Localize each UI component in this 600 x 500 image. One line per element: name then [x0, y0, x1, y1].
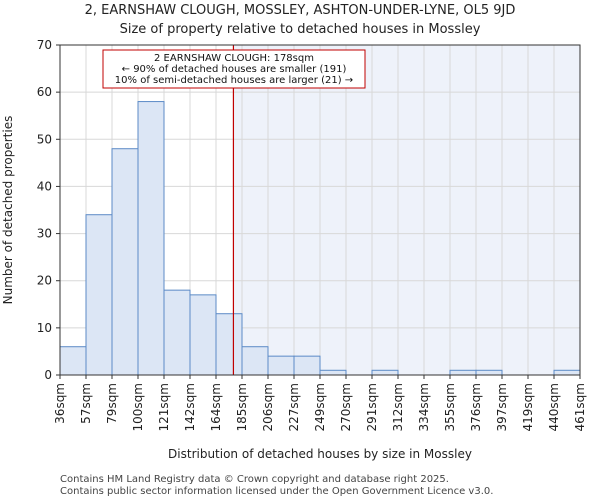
x-tick-label: 440sqm: [547, 383, 561, 431]
x-tick-label: 57sqm: [79, 383, 93, 424]
bar-6: [215, 313, 243, 376]
x-tick-label: 142sqm: [183, 383, 197, 431]
chart-title: 2, EARNSHAW CLOUGH, MOSSLEY, ASHTON-UNDE…: [85, 3, 516, 18]
bar-5: [189, 294, 217, 376]
bar-3: [137, 101, 165, 376]
y-tick-label: 0: [44, 368, 52, 382]
x-tick-label: 100sqm: [131, 383, 145, 431]
annotation-frame: [102, 49, 366, 89]
x-tick-label: 419sqm: [521, 383, 535, 431]
footer-line-1: Contains HM Land Registry data © Crown c…: [60, 474, 449, 485]
bars: [59, 101, 581, 376]
y-tick-label: 50: [37, 132, 52, 146]
y-axis-label: Number of detached properties: [1, 116, 15, 305]
x-tick-label: 227sqm: [287, 383, 301, 431]
y-tick-labels: 0 10 20 30 40 50 60 70: [37, 38, 52, 382]
annotation-box: 2 EARNSHAW CLOUGH: 178sqm ← 90% of detac…: [102, 49, 366, 89]
x-tick-label: 36sqm: [53, 383, 67, 424]
bar-15: [449, 369, 477, 376]
x-tick-label: 355sqm: [443, 383, 457, 431]
x-axis-label: Distribution of detached houses by size …: [168, 447, 472, 461]
bar-8: [267, 355, 295, 376]
bar-16: [475, 369, 503, 376]
y-tick-label: 60: [37, 85, 52, 99]
bar-1: [85, 214, 113, 376]
bar-7: [241, 346, 269, 376]
bar-4: [163, 289, 191, 376]
x-tick-labels: 36sqm 57sqm 79sqm 100sqm 121sqm 142sqm 164sqm 1…: [53, 383, 587, 431]
annotation-line-2: ← 90% of detached houses are smaller (19…: [122, 64, 347, 75]
x-tick-label: 79sqm: [105, 383, 119, 424]
plot-background: [233, 45, 581, 375]
x-tick-label: 312sqm: [391, 383, 405, 431]
x-tick-label: 185sqm: [235, 383, 249, 431]
y-tick-label: 30: [37, 227, 52, 241]
x-tick-label: 376sqm: [469, 383, 483, 431]
x-tick-label: 164sqm: [209, 383, 223, 431]
x-tick-label: 206sqm: [261, 383, 275, 431]
y-tick-label: 10: [37, 321, 52, 335]
x-tick-label: 121sqm: [157, 383, 171, 431]
bar-9: [293, 355, 321, 376]
axes: [56, 44, 581, 379]
y-tick-label: 70: [37, 38, 52, 52]
right-shade: [233, 45, 581, 375]
footer-line-2: Contains public sector information licen…: [60, 486, 493, 497]
y-tick-label: 20: [37, 274, 52, 288]
bar-10: [319, 369, 347, 376]
bar-2: [111, 148, 139, 376]
x-tick-label: 291sqm: [365, 383, 379, 431]
x-tick-label: 397sqm: [495, 383, 509, 431]
x-tick-label: 249sqm: [313, 383, 327, 431]
annotation-line-3: 10% of semi-detached houses are larger (…: [115, 75, 353, 86]
annotation-line-1: 2 EARNSHAW CLOUGH: 178sqm: [154, 53, 314, 64]
bar-12: [371, 369, 399, 376]
x-tick-label: 270sqm: [339, 383, 353, 431]
x-tick-label: 334sqm: [417, 383, 431, 431]
y-tick-label: 40: [37, 179, 52, 193]
x-tick-label: 461sqm: [573, 383, 587, 431]
bar-19: [553, 369, 581, 376]
chart-subtitle: Size of property relative to detached ho…: [120, 22, 481, 37]
bar-0: [59, 346, 87, 376]
